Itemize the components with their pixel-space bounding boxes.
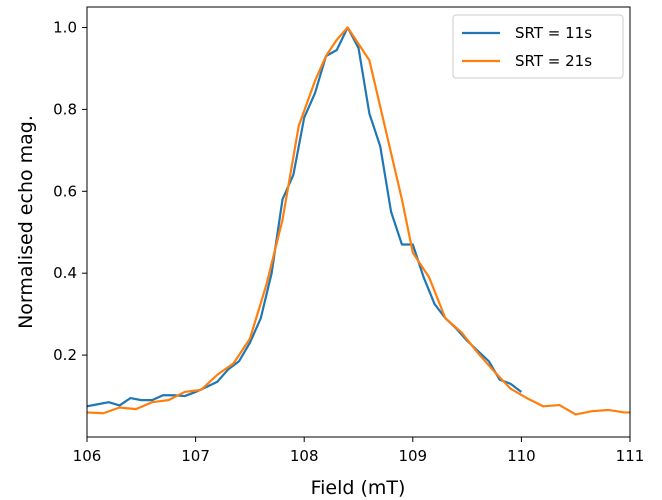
x-tick-label: 111 [616,447,645,465]
y-tick-label: 0.8 [53,100,77,118]
legend-label-2: SRT = 21s [515,52,592,70]
x-tick-label: 108 [290,447,319,465]
legend-label-1: SRT = 11s [515,24,592,42]
x-tick-label: 110 [507,447,536,465]
y-tick-label: 0.2 [53,346,77,364]
y-axis: 0.2 0.4 0.6 0.8 1.0 [53,18,87,364]
y-tick-label: 1.0 [53,18,77,36]
y-tick-label: 0.6 [53,182,77,200]
x-tick-label: 109 [398,447,427,465]
x-axis-label: Field (mT) [311,477,406,499]
series-line-2 [87,26,630,416]
x-tick-label: 106 [73,447,102,465]
plot-frame [86,6,631,438]
legend: SRT = 11s SRT = 21s [452,14,624,79]
legend-box [452,14,624,79]
x-axis: 106 107 108 109 110 111 [73,437,645,465]
series-layer [87,26,630,416]
series-line-1 [87,26,523,408]
y-axis-label: Normalised echo mag. [15,115,37,329]
x-tick-label: 107 [181,447,210,465]
y-tick-label: 0.4 [53,264,77,282]
